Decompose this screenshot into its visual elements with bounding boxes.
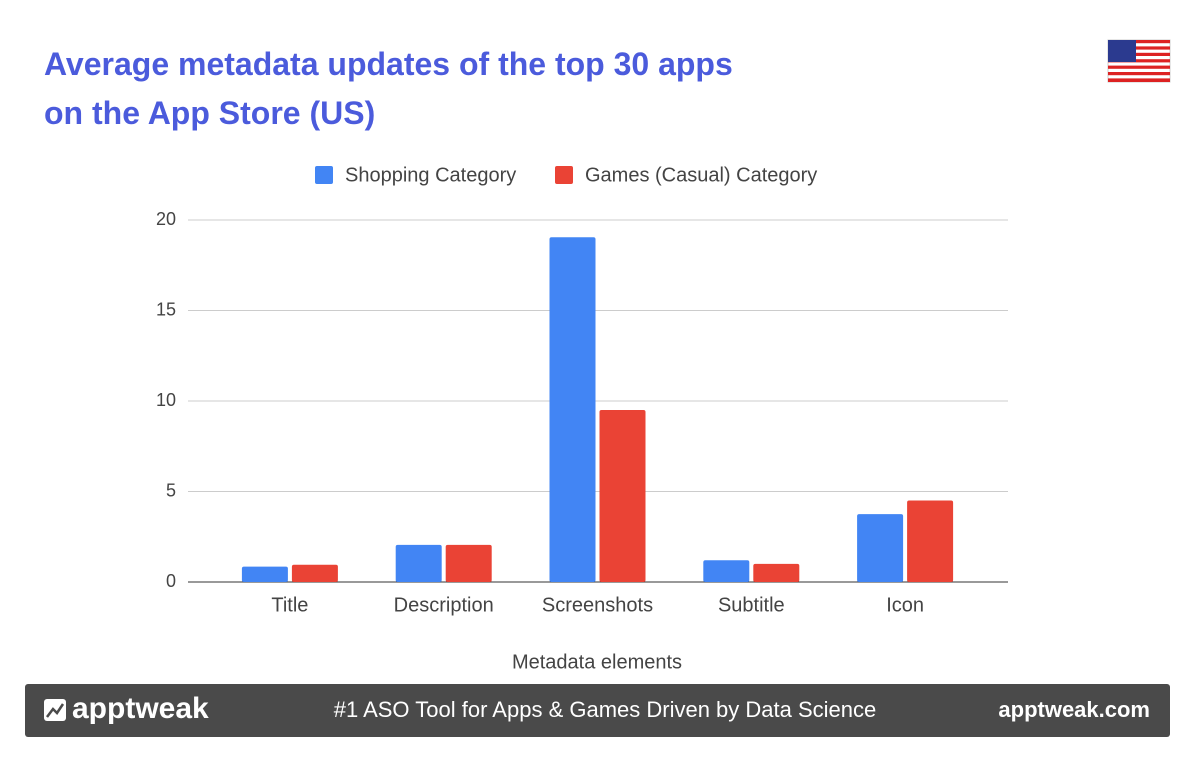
x-tick-label: Description bbox=[394, 594, 494, 616]
bar bbox=[857, 514, 904, 582]
brand: apptweak bbox=[72, 692, 209, 725]
chart-title: Average metadata updates of the top 30 a… bbox=[44, 46, 733, 82]
y-tick-label: 0 bbox=[166, 571, 176, 591]
url: apptweak.com bbox=[998, 697, 1150, 722]
bar bbox=[753, 563, 800, 582]
logo-icon bbox=[44, 699, 66, 721]
bar bbox=[703, 560, 750, 582]
y-tick-label: 5 bbox=[166, 480, 176, 500]
legend-label: Shopping Category bbox=[345, 164, 516, 186]
bar bbox=[291, 564, 338, 582]
y-tick-label: 20 bbox=[156, 209, 176, 229]
bar bbox=[241, 566, 288, 582]
y-tick-label: 15 bbox=[156, 299, 176, 319]
flag bbox=[1107, 39, 1171, 83]
y-tick-label: 10 bbox=[156, 390, 176, 410]
bar bbox=[549, 237, 596, 582]
x-tick-label: Subtitle bbox=[718, 594, 785, 616]
bar bbox=[395, 544, 442, 582]
x-tick-label: Icon bbox=[886, 594, 924, 616]
footer-bar bbox=[25, 684, 1170, 737]
x-axis-title: Metadata elements bbox=[512, 651, 682, 673]
x-tick-label: Screenshots bbox=[542, 594, 653, 616]
x-tick-label: Title bbox=[271, 594, 308, 616]
bar bbox=[907, 500, 954, 582]
legend-label: Games (Casual) Category bbox=[585, 164, 817, 186]
bar bbox=[445, 544, 492, 582]
tagline: #1 ASO Tool for Apps & Games Driven by D… bbox=[334, 697, 877, 722]
chart-title: on the App Store (US) bbox=[44, 95, 375, 131]
bar bbox=[599, 410, 646, 582]
legend-swatch bbox=[315, 166, 333, 184]
legend-swatch bbox=[555, 166, 573, 184]
